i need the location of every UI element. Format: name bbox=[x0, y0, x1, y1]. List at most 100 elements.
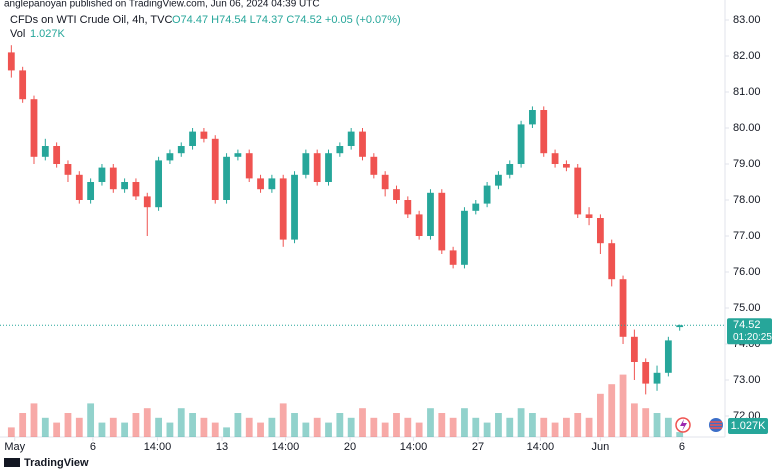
volume-bar bbox=[291, 413, 298, 437]
volume-bar bbox=[642, 408, 650, 437]
volume-bar bbox=[7, 427, 15, 437]
volume-bar bbox=[75, 417, 83, 437]
volume-bar bbox=[381, 422, 389, 437]
event-bolt bbox=[680, 419, 687, 431]
y-tick-label: 73.00 bbox=[733, 374, 761, 386]
candle-body bbox=[404, 200, 412, 215]
x-tick-label: 6 bbox=[679, 441, 685, 453]
volume-bar bbox=[87, 403, 95, 437]
candle-body bbox=[155, 160, 162, 208]
y-tick-label: 81.00 bbox=[733, 86, 761, 98]
volume-bar bbox=[517, 408, 525, 437]
candle-body bbox=[75, 174, 83, 200]
volume-bar bbox=[313, 417, 321, 437]
candle-body bbox=[234, 153, 242, 157]
candle-body bbox=[517, 124, 525, 164]
candle-body bbox=[415, 214, 423, 236]
candle-body bbox=[132, 182, 140, 197]
volume-bar bbox=[200, 417, 208, 437]
volume-bar bbox=[211, 422, 219, 437]
volume-bar bbox=[506, 417, 514, 437]
candle-body bbox=[291, 174, 298, 240]
volume-bar bbox=[563, 417, 570, 437]
candle-body bbox=[109, 167, 117, 190]
volume-title: Vol bbox=[10, 28, 25, 40]
volume-bar bbox=[483, 422, 491, 437]
candle-body bbox=[313, 153, 321, 182]
candle-body bbox=[200, 131, 208, 139]
candle-body bbox=[653, 372, 661, 384]
candle-body bbox=[41, 146, 49, 157]
candle-body bbox=[189, 131, 196, 146]
x-tick-label: 27 bbox=[472, 441, 484, 453]
candle-body bbox=[279, 178, 287, 240]
candle-body bbox=[359, 131, 366, 157]
volume-bar bbox=[574, 413, 582, 437]
candle-body bbox=[143, 196, 151, 208]
candle-body bbox=[495, 174, 502, 186]
flag-stripes bbox=[710, 421, 722, 429]
volume-bar bbox=[30, 403, 38, 437]
volume-bar bbox=[19, 413, 27, 437]
volume-bar bbox=[664, 417, 672, 437]
volume-bar bbox=[596, 393, 604, 437]
y-tick-label: 80.00 bbox=[733, 122, 761, 134]
x-tick-label: Jun bbox=[592, 441, 610, 453]
candle-body bbox=[257, 178, 264, 190]
volume-bar bbox=[257, 422, 264, 437]
y-tick-label: 76.00 bbox=[733, 266, 761, 278]
y-tick-label: 82.00 bbox=[733, 50, 761, 62]
last-price-badge bbox=[727, 318, 772, 345]
volume-bar bbox=[676, 432, 684, 437]
candle-body bbox=[223, 156, 230, 200]
candle-body bbox=[574, 167, 582, 215]
x-tick-label: 20 bbox=[344, 441, 356, 453]
volume-bar bbox=[404, 417, 412, 437]
candle-body bbox=[619, 279, 627, 337]
candle-body bbox=[551, 153, 559, 164]
volume-bar bbox=[53, 422, 61, 437]
volume-bar bbox=[495, 413, 502, 437]
x-tick-label: 6 bbox=[90, 441, 96, 453]
volume-bar bbox=[653, 413, 661, 437]
candle-body bbox=[585, 214, 593, 218]
volume-bar bbox=[302, 422, 310, 437]
countdown: 01:20:25 bbox=[733, 332, 772, 343]
volume-bar bbox=[415, 422, 423, 437]
x-tick-label: 14:00 bbox=[272, 441, 300, 453]
candle-body bbox=[449, 250, 457, 265]
candle-body bbox=[676, 325, 684, 328]
x-tick-label: 14:00 bbox=[527, 441, 555, 453]
candle-body bbox=[370, 156, 378, 175]
volume-bar bbox=[336, 413, 344, 437]
volume-bar bbox=[551, 422, 559, 437]
volume-bar bbox=[155, 417, 162, 437]
volume-bar bbox=[608, 384, 616, 437]
candle-body bbox=[19, 70, 27, 100]
candle-body bbox=[177, 146, 185, 154]
volume-bar bbox=[393, 413, 400, 437]
volume-bar bbox=[370, 417, 378, 437]
candle-body bbox=[630, 336, 638, 362]
volume-bar bbox=[347, 417, 355, 437]
volume-bar bbox=[98, 422, 106, 437]
y-tick-label: 79.00 bbox=[733, 158, 761, 170]
volume-bar bbox=[472, 417, 480, 437]
volume-bar bbox=[234, 413, 242, 437]
ohlc-legend: O74.47 H74.54 L74.37 C74.52 +0.05 (+0.07… bbox=[172, 14, 401, 26]
candle-body bbox=[381, 174, 389, 190]
chart-title: CFDs on WTI Crude Oil, 4h, TVC bbox=[10, 14, 172, 26]
candle-body bbox=[472, 203, 480, 211]
volume-bar bbox=[427, 408, 434, 437]
candle-body bbox=[325, 153, 332, 182]
volume-bar bbox=[166, 422, 174, 437]
candle-body bbox=[347, 131, 355, 146]
volume-bar bbox=[619, 374, 627, 437]
candle-body bbox=[596, 218, 604, 244]
candle-body bbox=[540, 110, 548, 154]
candle-body bbox=[393, 189, 400, 200]
volume-bar bbox=[223, 427, 230, 437]
candle-body bbox=[608, 243, 616, 280]
x-tick-label: May bbox=[4, 441, 25, 453]
